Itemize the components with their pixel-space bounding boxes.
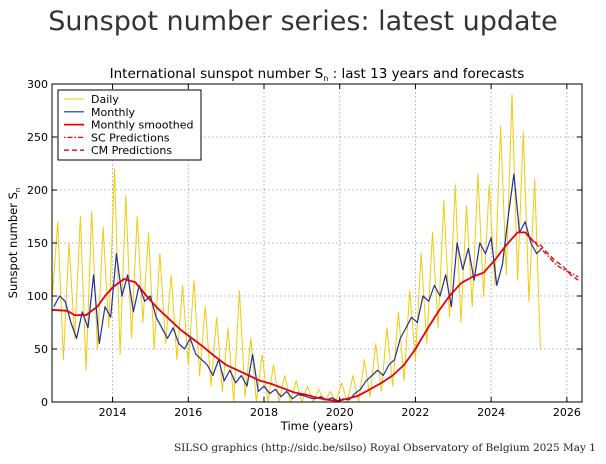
x-tick-label: 2024 [477, 406, 505, 419]
x-axis-label: Time (years) [280, 419, 353, 433]
ticks: 2014 2016 2018 2020 2022 2024 2026 0 50 100 150 200… [27, 78, 582, 419]
x-tick-label: 2018 [250, 406, 278, 419]
y-tick-label: 250 [27, 131, 48, 144]
chart-title-sub: n [323, 74, 328, 83]
x-tick-label: 2016 [174, 406, 202, 419]
legend-label: SC Predictions [91, 131, 170, 144]
series-layer [52, 94, 579, 402]
svg-text:Sunspot number Sn: Sunspot number Sn [6, 188, 22, 299]
y-tick-label: 0 [41, 396, 48, 409]
y-tick-label: 200 [27, 184, 48, 197]
y-axis-label: Sunspot number Sn [6, 188, 22, 299]
x-tick-label: 2020 [326, 406, 354, 419]
legend-label: CM Predictions [91, 144, 172, 157]
y-axis-label-text: Sunspot number S [6, 192, 20, 298]
legend-label: Daily [91, 93, 119, 106]
grid [52, 84, 582, 402]
series-line-monthly [53, 173, 543, 402]
series-line-daily [52, 94, 541, 402]
legend-label: Monthly smoothed [91, 119, 193, 132]
chart-title-text: International sunspot number S [110, 66, 324, 82]
svg-text:International sunspot number S: International sunspot number Sn : last 1… [110, 66, 525, 83]
x-tick-label: 2014 [99, 406, 127, 419]
series-line-cm-predictions [532, 240, 579, 281]
legend-label: Monthly [91, 106, 136, 119]
y-axis-label-sub: n [14, 188, 22, 192]
y-tick-label: 100 [27, 290, 48, 303]
series-line-sc-predictions [532, 240, 579, 278]
footer-credit: SILSO graphics (http://sidc.be/silso) Ro… [173, 442, 596, 454]
series-line-monthly-smoothed [52, 231, 534, 402]
chart-title-suffix: : last 13 years and forecasts [328, 66, 524, 82]
x-tick-label: 2022 [401, 406, 429, 419]
y-tick-label: 50 [34, 343, 48, 356]
y-tick-label: 300 [27, 78, 48, 91]
chart-title: International sunspot number Sn : last 1… [110, 66, 525, 83]
y-tick-label: 150 [27, 237, 48, 250]
page-title: Sunspot number series: latest update [48, 6, 558, 37]
x-tick-label: 2026 [553, 406, 581, 419]
